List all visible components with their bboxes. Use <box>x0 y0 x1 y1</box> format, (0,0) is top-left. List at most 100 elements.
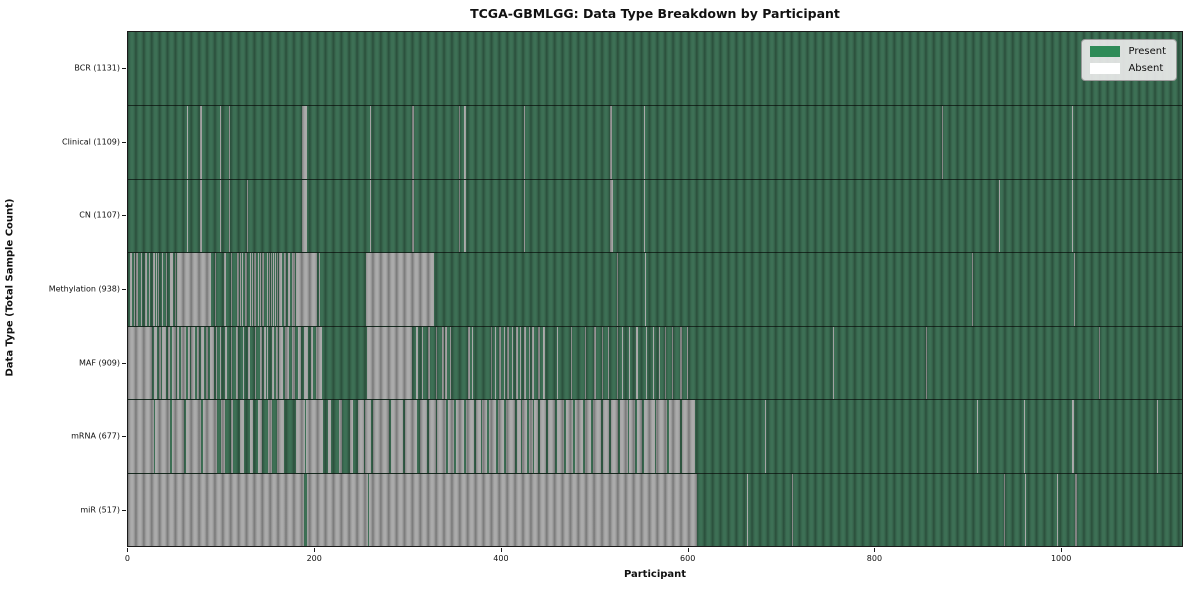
absent-run <box>497 400 505 473</box>
absent-run <box>644 400 655 473</box>
absent-run <box>1156 400 1158 473</box>
absent-run <box>1072 179 1074 253</box>
absent-run <box>258 253 260 326</box>
absent-run <box>253 253 256 326</box>
absent-run <box>645 253 647 326</box>
absent-run <box>187 326 190 400</box>
y-tick-mark <box>122 510 126 512</box>
absent-run <box>278 253 282 326</box>
absent-run <box>444 326 447 400</box>
absent-run <box>158 326 161 400</box>
y-tick-mark <box>122 215 126 217</box>
absent-run <box>644 179 646 253</box>
absent-run <box>593 326 596 400</box>
absent-run <box>177 326 180 400</box>
absent-run <box>283 253 287 326</box>
absent-run <box>242 326 244 400</box>
absent-run <box>370 106 372 179</box>
absent-run <box>516 400 522 473</box>
x-tick-mark <box>874 548 876 552</box>
absent-run <box>144 253 147 326</box>
absent-run <box>1057 473 1059 546</box>
absent-run <box>250 400 253 473</box>
absent-run <box>228 179 230 253</box>
absent-run <box>202 400 217 473</box>
absent-swatch-icon <box>1090 63 1121 74</box>
absent-run <box>273 253 275 326</box>
absent-run <box>305 400 323 473</box>
absent-run <box>498 326 501 400</box>
absent-run <box>1099 326 1101 400</box>
absent-run <box>534 400 539 473</box>
absent-run <box>250 253 252 326</box>
x-tick-label: 1000 <box>1050 554 1072 563</box>
absent-run <box>636 400 643 473</box>
heatmap-rows <box>128 32 1182 546</box>
absent-run <box>672 326 674 400</box>
absent-run <box>617 253 619 326</box>
absent-run <box>390 400 403 473</box>
absent-run <box>358 400 364 473</box>
x-tick-mark <box>1061 548 1063 552</box>
absent-run <box>659 326 661 400</box>
absent-run <box>620 400 628 473</box>
legend-entry-present: Present <box>1090 46 1166 57</box>
absent-run <box>419 400 428 473</box>
y-tick-mark <box>122 67 126 69</box>
y-tick-label-bcr: BCR (1131) <box>74 63 120 73</box>
absent-run <box>154 326 157 400</box>
absent-run <box>181 326 186 400</box>
row-clinical <box>128 105 1182 179</box>
absent-run <box>1025 473 1027 546</box>
absent-run <box>584 326 586 400</box>
absent-run <box>1072 106 1074 179</box>
absent-run <box>136 253 139 326</box>
absent-run <box>264 326 266 400</box>
absent-run <box>149 253 151 326</box>
absent-run <box>254 326 256 400</box>
absent-run <box>629 400 635 473</box>
absent-run <box>538 326 540 400</box>
absent-run <box>171 326 176 400</box>
absent-run <box>260 253 262 326</box>
absent-run <box>429 400 436 473</box>
absent-run <box>306 473 369 546</box>
y-tick-mark <box>122 362 126 364</box>
legend: Present Absent <box>1081 39 1177 81</box>
absent-run <box>528 400 534 473</box>
x-tick-label: 800 <box>866 554 883 563</box>
absent-run <box>171 400 184 473</box>
absent-run <box>635 326 638 400</box>
absent-run <box>155 400 170 473</box>
absent-run <box>224 326 227 400</box>
absent-run <box>458 106 460 179</box>
absent-run <box>764 400 766 473</box>
absent-run <box>220 106 222 179</box>
absent-run <box>466 400 474 473</box>
absent-run <box>155 253 157 326</box>
absent-run <box>168 326 170 400</box>
absent-run <box>230 400 234 473</box>
x-tick-label: 600 <box>680 554 696 563</box>
absent-run <box>556 400 565 473</box>
absent-run <box>162 326 167 400</box>
legend-entry-absent: Absent <box>1090 63 1166 74</box>
absent-run <box>548 400 555 473</box>
y-tick-label-maf: MAF (909) <box>78 358 120 368</box>
absent-run <box>942 106 944 179</box>
absent-run <box>495 326 497 400</box>
absent-run <box>511 326 513 400</box>
absent-run <box>185 400 201 473</box>
absent-run <box>149 326 153 400</box>
present-swatch-icon <box>1090 46 1121 57</box>
absent-run <box>656 400 667 473</box>
x-tick-label: 200 <box>306 554 322 563</box>
absent-run <box>272 326 275 400</box>
absent-run <box>292 253 295 326</box>
absent-run <box>617 326 619 400</box>
absent-run <box>528 326 530 400</box>
absent-run <box>228 106 230 179</box>
absent-run <box>215 326 218 400</box>
absent-run <box>231 253 233 326</box>
legend-label-absent: Absent <box>1128 63 1164 74</box>
